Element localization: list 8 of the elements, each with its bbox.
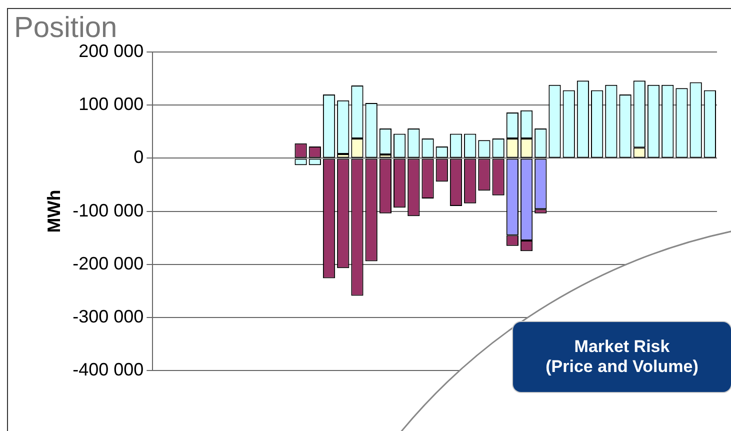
y-tick-label: -300 000 [72,306,144,326]
y-tick-label: -200 000 [72,253,144,274]
y-tick-label: 100 000 [78,94,144,114]
y-tick-label: 0 [134,147,144,168]
y-axis-title: MWh [44,190,64,233]
callout-box: Market Risk (Price and Volume) [513,322,731,392]
y-tick-label: -100 000 [72,200,144,220]
y-tick-label: -400 000 [72,360,144,380]
